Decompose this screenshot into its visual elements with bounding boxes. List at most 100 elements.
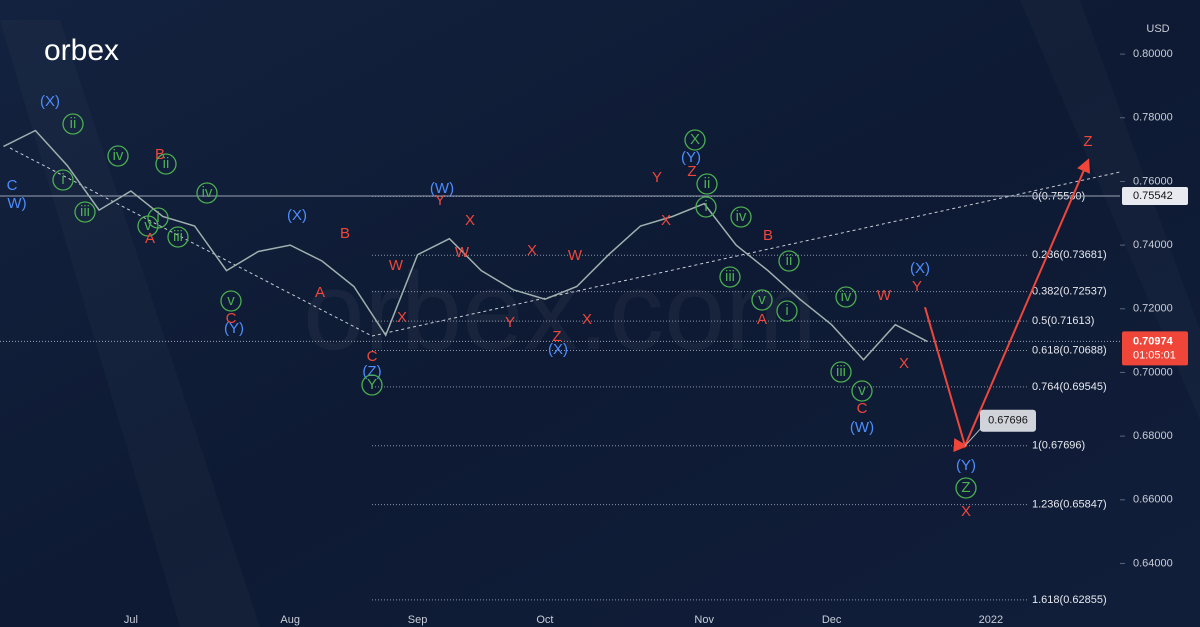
fib-label: 0.618(0.70688) xyxy=(1032,344,1107,356)
wave-label: iv xyxy=(202,184,213,201)
fib-label: 0.236(0.73681) xyxy=(1032,249,1107,261)
x-tick-label: Nov xyxy=(694,614,714,626)
wave-label: X xyxy=(961,503,971,520)
wave-label: v xyxy=(858,382,866,399)
wave-circle xyxy=(684,129,706,151)
wave-label: C xyxy=(226,310,237,327)
fib-label: 1.236(0.65847) xyxy=(1032,499,1107,511)
wave-label: ii xyxy=(163,155,170,172)
wave-label: B xyxy=(340,225,350,242)
wave-circle xyxy=(695,196,717,218)
plot: 0.64000 0.66000 0.68000 0.70000 0.72000 0.740… xyxy=(0,48,1188,626)
wave-label: A xyxy=(757,311,767,328)
wave-label: Y xyxy=(367,376,377,393)
wave-label: Y xyxy=(435,192,445,209)
wave-label: Z xyxy=(1083,133,1092,150)
wave-label: W) xyxy=(7,195,26,212)
wave-label: Z xyxy=(687,163,696,180)
wave-label: i xyxy=(156,209,159,226)
price-line-series xyxy=(3,129,928,361)
watermark: orbex.com xyxy=(303,250,817,373)
wave-circle xyxy=(167,226,189,248)
wave-label: ii xyxy=(786,252,793,269)
x-tick-label: Oct xyxy=(536,614,553,626)
wave-label: (X) xyxy=(548,341,568,358)
wave-label: C xyxy=(7,177,18,194)
wave-label: X xyxy=(661,212,671,229)
wave-label: Z xyxy=(552,328,561,345)
wave-label: X xyxy=(465,212,475,229)
wave-label: iv xyxy=(841,288,852,305)
x-tick-label: 2022 xyxy=(979,614,1003,626)
wave-circle xyxy=(196,182,218,204)
wave-label: ii xyxy=(70,115,77,132)
y-tick-label: 0.74000 xyxy=(1133,239,1173,251)
wave-label: A xyxy=(315,284,325,301)
y-tick-label: 0.72000 xyxy=(1133,303,1173,315)
wave-circle xyxy=(137,215,159,237)
wave-circle xyxy=(776,300,798,322)
wave-label: (W) xyxy=(430,180,454,197)
wave-label: iv xyxy=(736,208,747,225)
wave-label: (W) xyxy=(850,419,874,436)
x-tick-label: Sep xyxy=(408,614,428,626)
fib-label: 0.5(0.71613) xyxy=(1032,315,1094,327)
wave-label: iv xyxy=(113,147,124,164)
level-tag-box xyxy=(1122,187,1188,206)
y-tick-label: 0.66000 xyxy=(1133,494,1173,506)
wave-label: (X) xyxy=(910,260,930,277)
wave-label: i xyxy=(704,198,707,215)
wave-label: Y xyxy=(505,314,515,331)
y-tick-label: 0.70000 xyxy=(1133,366,1173,378)
x-tick-label: Jul xyxy=(124,614,138,626)
wave-circle xyxy=(830,361,852,383)
x-tick-label: Dec xyxy=(822,614,842,626)
wave-label: X xyxy=(899,355,909,372)
wave-circle xyxy=(955,477,977,499)
target-tag: 0.67696 xyxy=(988,415,1028,427)
wave-label: W xyxy=(455,244,470,261)
wave-label: v xyxy=(227,292,235,309)
unit-label: USD xyxy=(1146,23,1169,35)
wave-circle xyxy=(778,250,800,272)
wave-label: C xyxy=(367,348,378,365)
fib-label: 1.618(0.62855) xyxy=(1032,594,1107,606)
wave-label: iii xyxy=(725,268,735,285)
wave-circle xyxy=(751,289,773,311)
wave-circle xyxy=(220,290,242,312)
wave-circle xyxy=(730,206,752,228)
wave-label: Z xyxy=(961,479,970,496)
wave-label: W xyxy=(568,247,583,264)
wave-circle xyxy=(74,201,96,223)
wave-label: (Y) xyxy=(956,457,976,474)
logo: orbex xyxy=(44,34,119,67)
fib-label: 0.382(0.72537) xyxy=(1032,286,1107,298)
wave-label: Y xyxy=(652,169,662,186)
countdown: 01:05:01 xyxy=(1133,349,1176,361)
trend-line xyxy=(9,147,373,337)
fib-label: 1(0.67696) xyxy=(1032,440,1085,452)
wave-circle xyxy=(361,374,383,396)
wave-label: A xyxy=(145,230,155,247)
wave-label: ii xyxy=(704,175,711,192)
wave-circle xyxy=(696,173,718,195)
wave-label: Y xyxy=(912,278,922,295)
wave-label: W xyxy=(877,287,892,304)
wave-label: (Y) xyxy=(224,320,244,337)
wave-label: X xyxy=(582,311,592,328)
wave-label: B xyxy=(763,227,773,244)
wave-circle xyxy=(52,169,74,191)
wave-label: i xyxy=(61,171,64,188)
y-tick-label: 0.76000 xyxy=(1133,175,1173,187)
y-tick-label: 0.80000 xyxy=(1133,48,1173,60)
wave-label: i xyxy=(785,302,788,319)
wave-label: v xyxy=(758,291,766,308)
y-tick-label: 0.64000 xyxy=(1133,557,1173,569)
wave-label: X xyxy=(397,309,407,326)
callout-box xyxy=(980,409,1036,432)
wave-circle xyxy=(155,153,177,175)
wave-label: v xyxy=(144,217,152,234)
wave-label: iii xyxy=(173,228,183,245)
wave-label: (X) xyxy=(287,207,307,224)
